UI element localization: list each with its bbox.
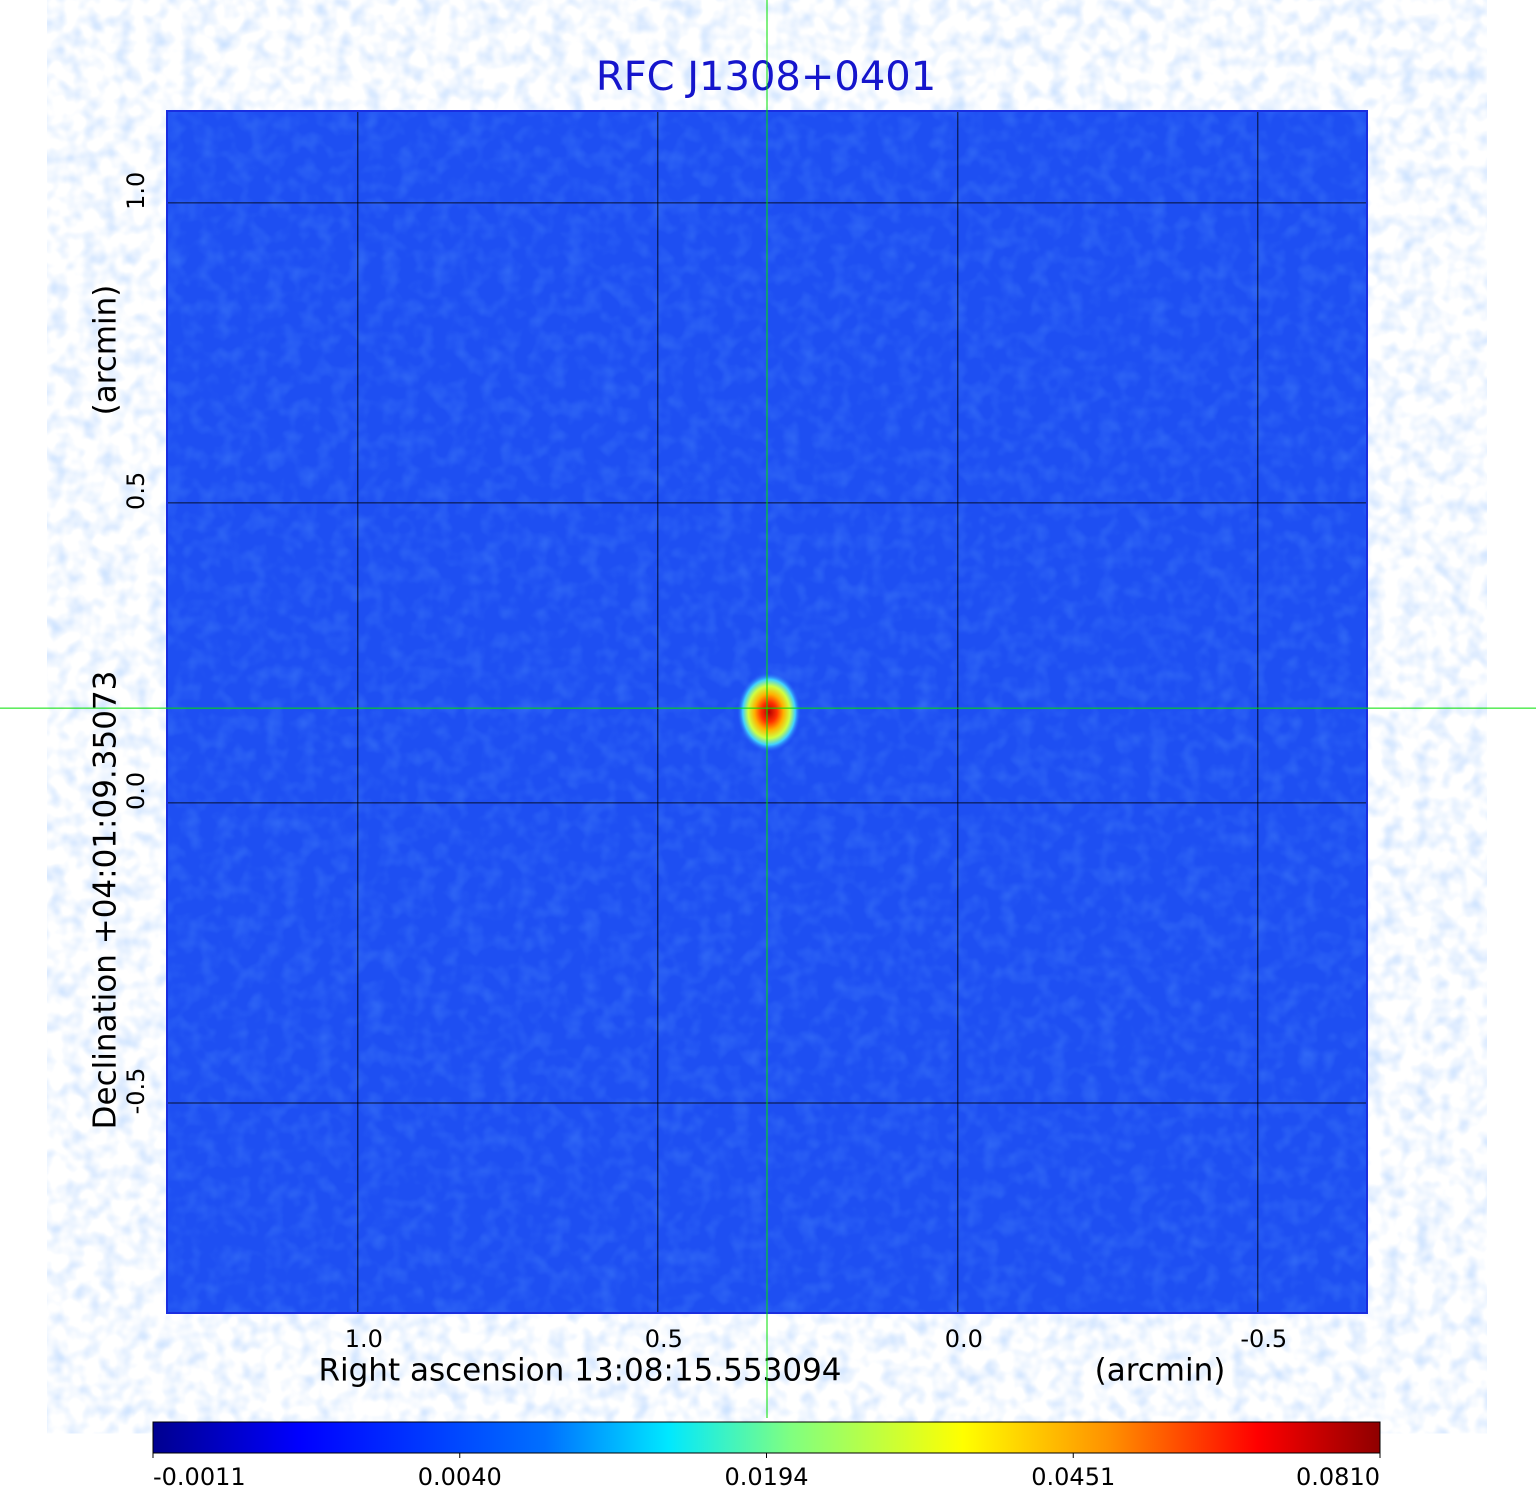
x-axis-label: Right ascension 13:08:15.553094 — [318, 1353, 841, 1389]
colorbar-tick-label: 0.0040 — [418, 1463, 502, 1491]
colorbar-tick-label: 0.0810 — [1296, 1463, 1380, 1491]
x-tick-label: -0.5 — [1240, 1325, 1287, 1353]
x-tick-label: 0.0 — [945, 1325, 983, 1353]
x-tick-label: 1.0 — [345, 1325, 383, 1353]
source-blob — [737, 672, 801, 753]
y-tick-label: -0.5 — [122, 1068, 150, 1115]
y-tick-label: 0.5 — [122, 472, 150, 510]
x-axis-unit: (arcmin) — [1095, 1353, 1226, 1389]
y-tick-label: 1.0 — [122, 172, 150, 210]
colorbar-tick-label: 0.0451 — [1031, 1463, 1115, 1491]
y-axis-label: Declination +04:01:09.35073 — [88, 671, 124, 1130]
y-tick-label: 0.0 — [122, 772, 150, 810]
colorbar-tick-label: 0.0194 — [725, 1463, 809, 1491]
chart-title: RFC J1308+0401 — [596, 54, 936, 100]
image-layer — [167, 111, 1367, 1313]
x-tick-label: 0.5 — [645, 1325, 683, 1353]
colorbar-tick-label: -0.0011 — [153, 1463, 246, 1491]
colorbar — [152, 1421, 1381, 1454]
y-axis-unit: (arcmin) — [88, 285, 124, 416]
